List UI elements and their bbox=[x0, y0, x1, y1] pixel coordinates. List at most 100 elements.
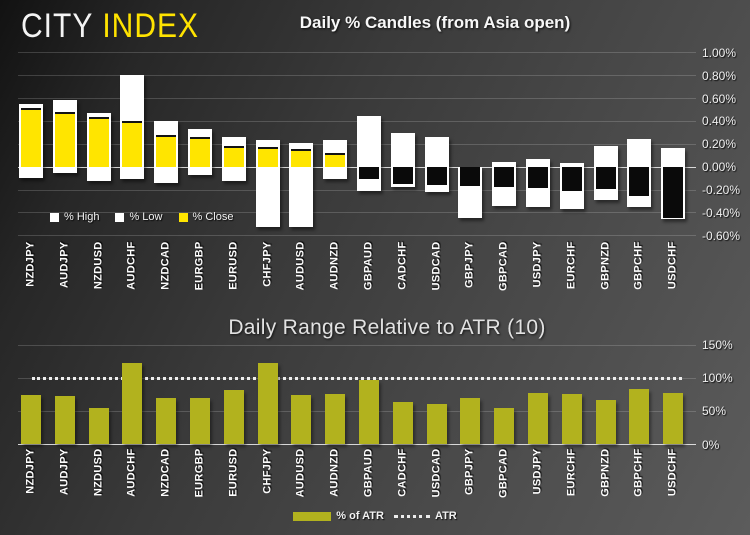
bottom-x-tick-NZDJPY: NZDJPY bbox=[24, 448, 37, 494]
top-gridline bbox=[18, 212, 696, 214]
top-chart-title: Daily % Candles (from Asia open) bbox=[299, 13, 571, 32]
atr-bar-EURUSD bbox=[223, 390, 244, 444]
bottom-x-tick-NZDCAD: NZDCAD bbox=[159, 448, 172, 497]
bottom-y-tick-label: 150% bbox=[702, 338, 733, 352]
legend-item-high: % High bbox=[50, 211, 99, 223]
top-x-tick-AUDUSD: AUDUSD bbox=[294, 241, 307, 291]
legend-item-pct-of-atr: % of ATR bbox=[293, 510, 384, 522]
top-x-tick-EURCHF: EURCHF bbox=[565, 241, 578, 290]
candle-close-EURCHF bbox=[561, 166, 582, 191]
top-x-tick-USDCHF: USDCHF bbox=[666, 241, 679, 290]
legend-label-atr: ATR bbox=[434, 510, 457, 522]
atr-bar-EURGBP bbox=[190, 398, 210, 444]
candle-close-AUDCHF bbox=[122, 120, 143, 167]
atr-bar-GBPAUD bbox=[359, 380, 379, 444]
top-x-tick-GBPJPY: GBPJPY bbox=[463, 241, 476, 288]
bottom-x-tick-GBPJPY: GBPJPY bbox=[463, 448, 476, 495]
bottom-x-tick-USDJPY: USDJPY bbox=[531, 448, 544, 495]
bottom-x-tick-GBPCAD: GBPCAD bbox=[497, 448, 510, 498]
top-y-tick-label: 0.40% bbox=[702, 114, 737, 129]
bottom-x-tick-AUDCHF: AUDCHF bbox=[125, 448, 138, 497]
bottom-x-tick-CADCHF: CADCHF bbox=[396, 448, 409, 497]
candle-close-GBPAUD bbox=[359, 166, 379, 180]
top-y-tick-label: 0.80% bbox=[702, 68, 737, 83]
logo-index-text: INDEX bbox=[102, 7, 200, 45]
candle-range-GBPAUD bbox=[357, 116, 381, 191]
bottom-y-tick-label: 50% bbox=[702, 404, 727, 419]
bottom-x-tick-GBPCHF: GBPCHF bbox=[632, 448, 645, 497]
legend-label-close: % Close bbox=[192, 211, 234, 223]
top-gridline bbox=[18, 52, 696, 54]
candle-close-CHFJPY bbox=[257, 147, 278, 167]
candle-close-GBPNZD bbox=[595, 166, 616, 190]
legend-label-low: % Low bbox=[129, 211, 163, 223]
bottom-gridline bbox=[18, 344, 696, 346]
top-y-tick-label: -0.20% bbox=[702, 183, 741, 197]
bottom-x-tick-GBPNZD: GBPNZD bbox=[599, 448, 612, 497]
top-y-tick-label: -0.40% bbox=[702, 205, 741, 220]
top-x-tick-GBPAUD: GBPAUD bbox=[362, 241, 375, 291]
close-swatch-icon bbox=[178, 212, 188, 222]
bottom-y-tick-label: 0% bbox=[702, 437, 720, 452]
bottom-x-tick-NZDUSD: NZDUSD bbox=[92, 448, 105, 497]
top-gridline bbox=[18, 75, 696, 77]
atr-bar-NZDUSD bbox=[88, 407, 109, 444]
candle-close-USDCHF bbox=[663, 166, 684, 219]
atr-bar-GBPCAD bbox=[494, 408, 515, 444]
bottom-chart-legend: % of ATR ATR bbox=[0, 510, 750, 522]
top-x-tick-CADCHF: CADCHF bbox=[396, 241, 409, 290]
top-y-tick-label: 0.20% bbox=[702, 137, 737, 152]
atr-bar-NZDCAD bbox=[156, 397, 177, 444]
top-x-tick-GBPCHF: GBPCHF bbox=[632, 241, 645, 290]
bottom-x-tick-EURUSD: EURUSD bbox=[227, 448, 240, 497]
candle-close-EURGBP bbox=[190, 136, 210, 167]
bottom-x-tick-EURCHF: EURCHF bbox=[565, 448, 578, 497]
atr-bar-CHFJPY bbox=[257, 363, 278, 444]
logo-city-text: CITY bbox=[21, 7, 94, 45]
bottom-y-tick-label: 100% bbox=[702, 371, 733, 386]
top-x-tick-CHFJPY: CHFJPY bbox=[261, 241, 274, 287]
atr-bar-GBPCHF bbox=[629, 388, 650, 444]
atr-bar-AUDJPY bbox=[54, 396, 75, 444]
bottom-x-tick-USDCAD: USDCAD bbox=[430, 448, 443, 498]
legend-item-close: % Close bbox=[178, 211, 234, 223]
atr-bar-GBPNZD bbox=[595, 400, 616, 444]
legend-item-atr: ATR bbox=[393, 510, 457, 522]
atr-bar-CADCHF bbox=[392, 402, 413, 444]
candle-close-GBPJPY bbox=[460, 166, 481, 186]
candle-close-NZDCAD bbox=[156, 134, 177, 167]
legend-label-pct-of-atr: % of ATR bbox=[336, 510, 384, 522]
top-x-tick-AUDCHF: AUDCHF bbox=[125, 241, 138, 290]
bottom-x-tick-USDCHF: USDCHF bbox=[666, 448, 679, 497]
atr-bar-USDCAD bbox=[426, 404, 447, 444]
candle-close-CADCHF bbox=[392, 166, 413, 184]
top-y-tick-label: 0.60% bbox=[702, 91, 737, 106]
bottom-gridline bbox=[18, 410, 696, 412]
bottom-x-tick-AUDJPY: AUDJPY bbox=[58, 448, 71, 495]
bottom-x-tick-CHFJPY: CHFJPY bbox=[261, 448, 274, 494]
bottom-chart-title: Daily Range Relative to ATR (10) bbox=[228, 316, 546, 339]
atr-bar-AUDUSD bbox=[291, 394, 312, 444]
top-y-tick-label: -0.60% bbox=[702, 228, 741, 243]
atr-bar-USDJPY bbox=[528, 392, 548, 444]
top-y-tick-label: 1.00% bbox=[702, 45, 737, 60]
bottom-zero-gridline bbox=[18, 444, 696, 445]
atr-dotted-line-icon bbox=[393, 514, 430, 518]
bottom-x-tick-GBPAUD: GBPAUD bbox=[362, 448, 375, 498]
bottom-x-tick-EURGBP: EURGBP bbox=[193, 448, 206, 498]
candle-close-NZDJPY bbox=[21, 108, 41, 167]
top-x-tick-USDCAD: USDCAD bbox=[430, 241, 443, 291]
bottom-x-tick-AUDNZD: AUDNZD bbox=[328, 448, 341, 497]
top-x-tick-NZDJPY: NZDJPY bbox=[24, 241, 37, 287]
candle-close-NZDUSD bbox=[88, 117, 109, 167]
atr-bar-GBPJPY bbox=[460, 397, 481, 444]
top-y-tick-label: 0.00% bbox=[702, 160, 737, 175]
atr-bar-USDCHF bbox=[663, 392, 684, 444]
legend-item-low: % Low bbox=[115, 211, 163, 223]
candle-close-EURUSD bbox=[223, 146, 244, 167]
city-index-logo: CITY INDEX bbox=[21, 7, 199, 46]
top-x-tick-USDJPY: USDJPY bbox=[531, 241, 544, 288]
candle-close-AUDJPY bbox=[54, 111, 75, 167]
top-x-tick-GBPNZD: GBPNZD bbox=[599, 241, 612, 290]
